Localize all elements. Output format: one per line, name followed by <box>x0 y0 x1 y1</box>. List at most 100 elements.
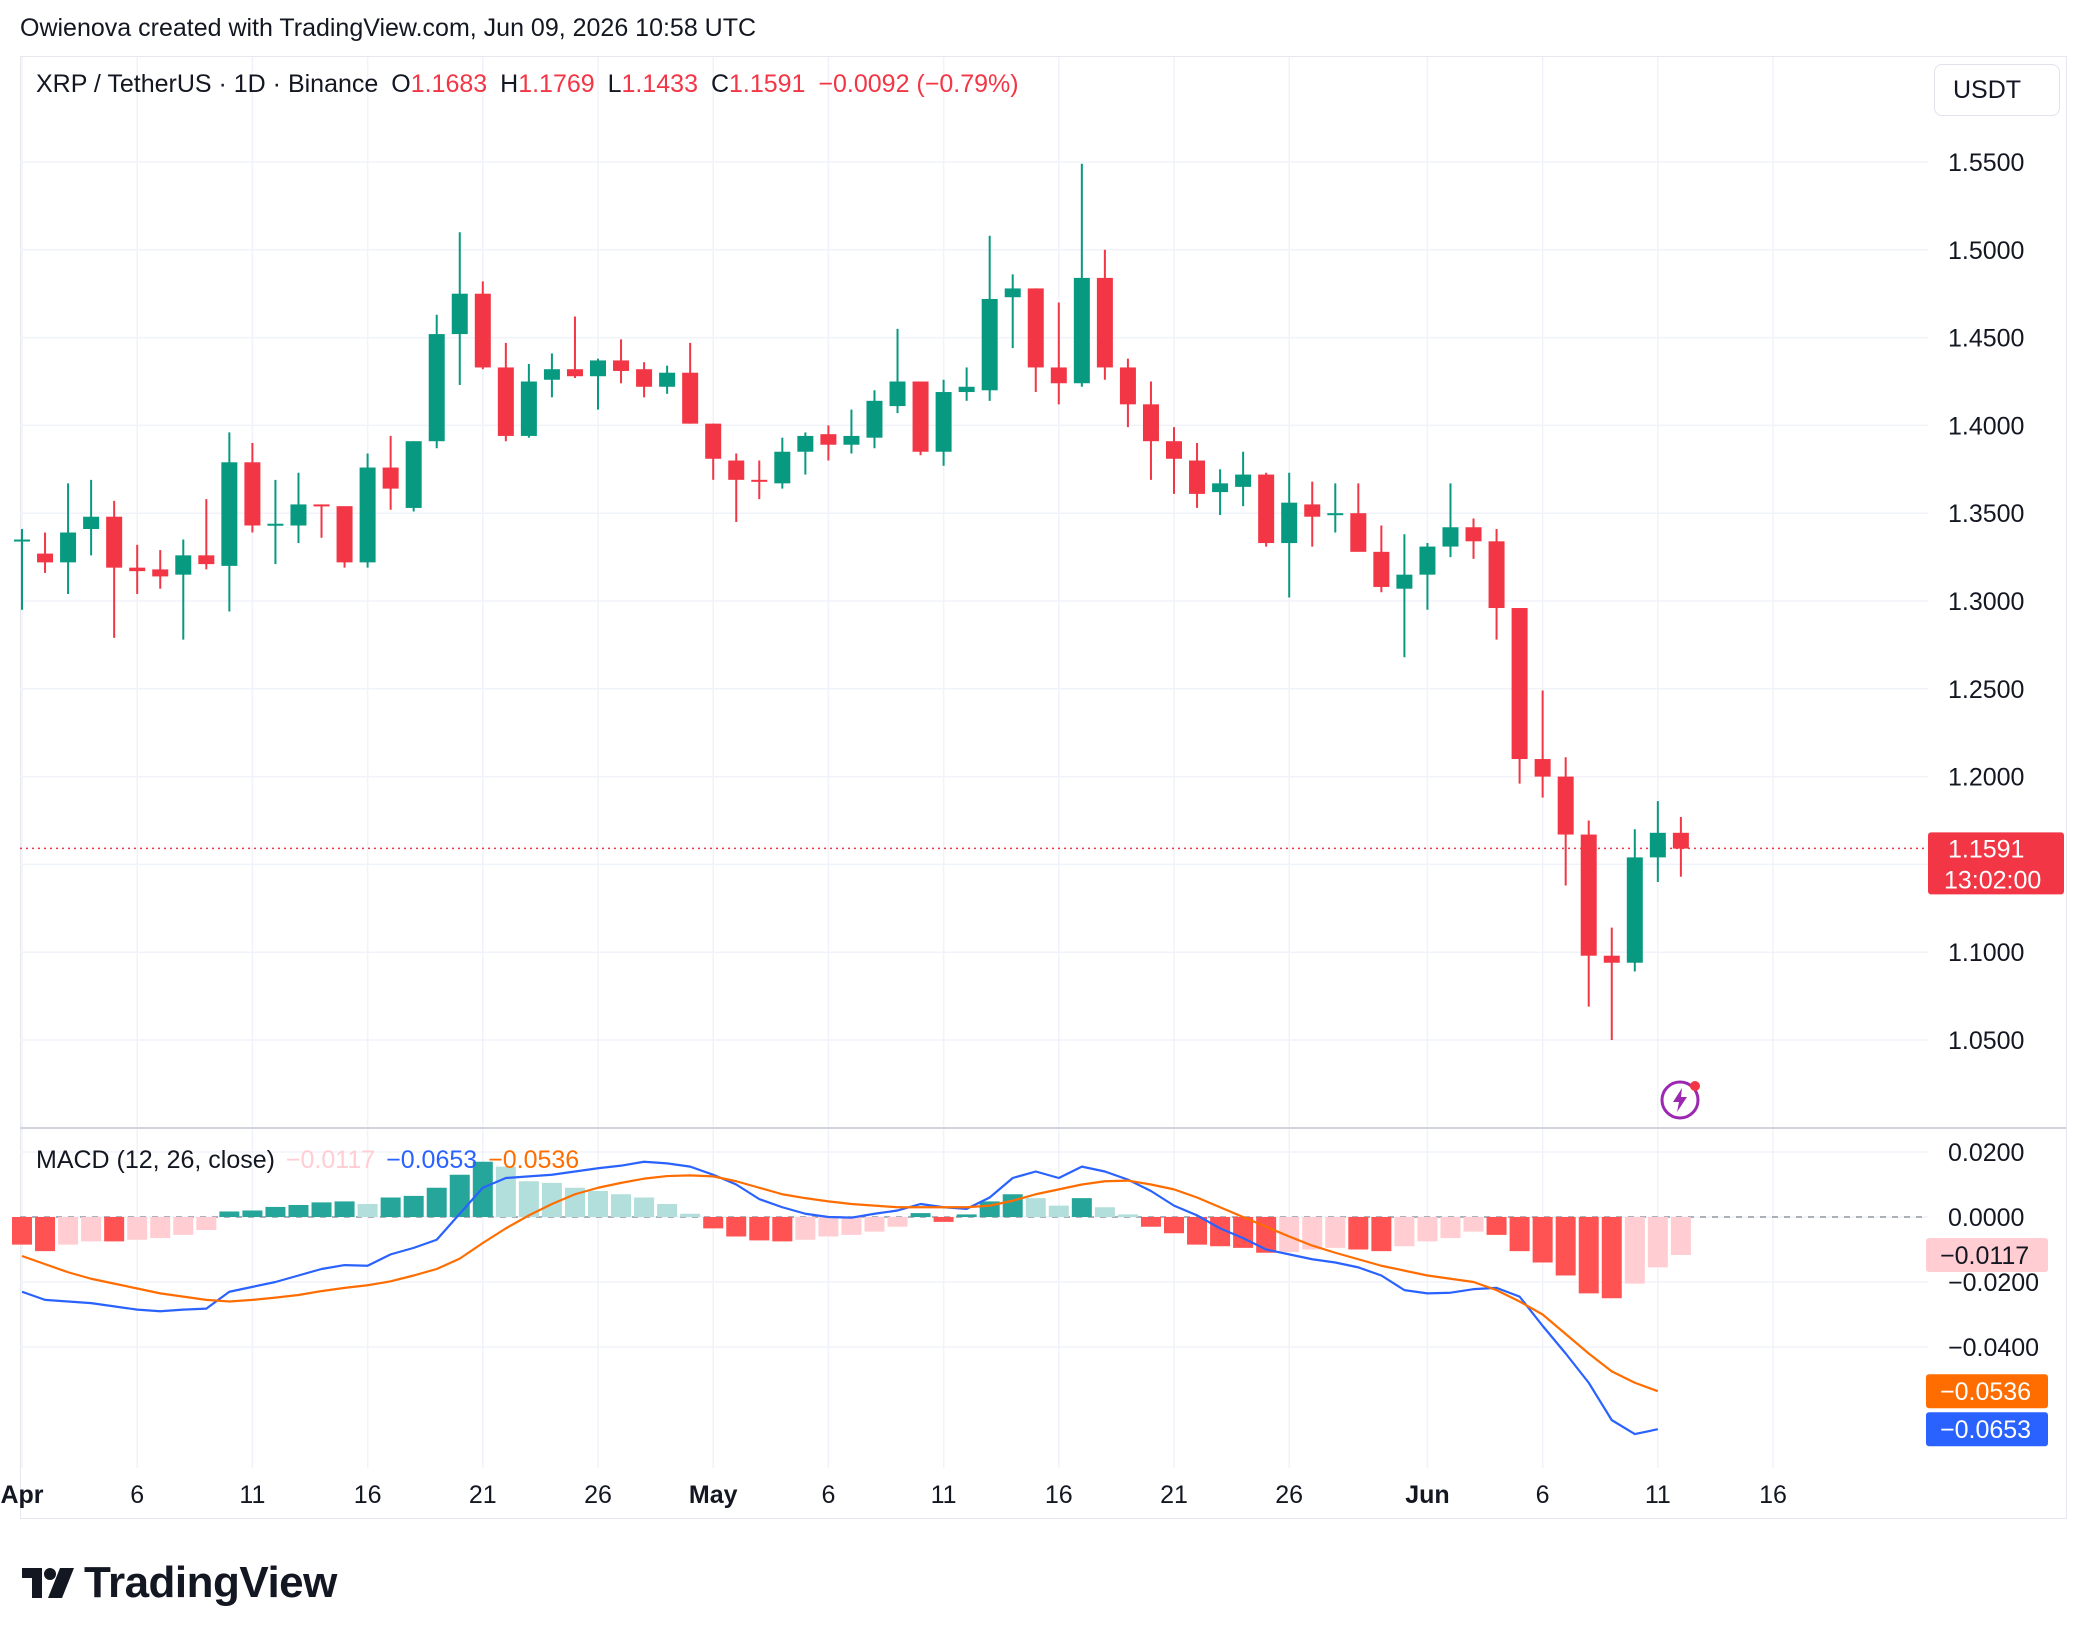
candle-body <box>1419 546 1436 575</box>
currency-button[interactable]: USDT <box>1934 64 2060 116</box>
histogram-bar <box>1256 1217 1277 1253</box>
macd-label[interactable]: MACD (12, 26, close) <box>36 1146 275 1174</box>
chart-frame <box>20 56 2067 1519</box>
candle-body <box>912 381 929 452</box>
tradingview-brand[interactable]: TradingView <box>22 1558 337 1608</box>
candle <box>83 479 100 556</box>
macd-axis-label-text: −0.0653 <box>1940 1416 2031 1444</box>
candle-body <box>1235 474 1252 487</box>
candle-body <box>566 369 583 377</box>
histogram-bar <box>1417 1217 1438 1242</box>
histogram-bar <box>726 1217 747 1237</box>
x-tick-label: 11 <box>1645 1481 1671 1509</box>
candle <box>175 539 192 640</box>
x-tick-label: 26 <box>584 1481 612 1509</box>
candle <box>682 342 699 424</box>
histogram-bar <box>1164 1217 1184 1234</box>
histogram-bar <box>334 1201 355 1217</box>
candle-body <box>1580 834 1597 956</box>
candle-body <box>543 369 560 380</box>
candle <box>382 435 399 510</box>
candle <box>198 499 215 570</box>
candle <box>1534 690 1551 798</box>
candle <box>1626 829 1643 972</box>
histogram-bar <box>1394 1217 1415 1247</box>
candle-body <box>1488 541 1505 609</box>
symbol-legend[interactable]: XRP / TetherUS · 1D · Binance O1.1683 H1… <box>36 70 1025 99</box>
candle <box>1603 927 1620 1040</box>
candle-body <box>1396 574 1413 589</box>
histogram-bar <box>541 1182 562 1217</box>
price-tick-label: 1.3000 <box>1948 588 2024 616</box>
candle <box>1557 757 1574 886</box>
macd-tick-label: −0.0400 <box>1948 1334 2039 1362</box>
histogram-bar <box>81 1217 102 1242</box>
macd-histogram <box>12 1161 1691 1299</box>
candle <box>520 363 537 438</box>
candle <box>1442 483 1459 558</box>
candle <box>474 281 491 370</box>
candle-body <box>866 400 883 438</box>
x-tick-label: May <box>689 1481 738 1509</box>
candle-body <box>1511 608 1528 760</box>
histogram-bar <box>1670 1217 1691 1256</box>
last-price-label: 1.1591 13:02:00 <box>1928 832 2064 895</box>
price-tick-label: 1.5000 <box>1948 237 2024 265</box>
histogram-bar <box>104 1217 125 1242</box>
countdown-text: 13:02:00 <box>1944 866 2041 894</box>
histogram-bar <box>956 1214 977 1217</box>
ohlc-high: H1.1769 <box>500 70 595 98</box>
signal-axis-label: −0.0536 <box>1926 1374 2048 1409</box>
histogram-bar <box>1647 1217 1668 1268</box>
candle-body <box>106 516 123 568</box>
price-change: −0.0092 (−0.79%) <box>818 70 1019 98</box>
candle-body <box>175 555 192 575</box>
histogram-bar <box>772 1217 793 1242</box>
candle-body <box>1258 474 1275 544</box>
price-tick-label: 1.3500 <box>1948 500 2024 528</box>
candle-body <box>728 460 745 480</box>
candle <box>751 460 768 500</box>
histogram-bar <box>680 1213 701 1217</box>
candle-body <box>336 506 353 563</box>
histogram-bar <box>288 1204 309 1217</box>
candle-body <box>359 467 376 563</box>
histogram-bar <box>1233 1217 1254 1248</box>
candle <box>636 362 653 398</box>
histogram-bar <box>818 1217 839 1237</box>
candle <box>935 379 952 466</box>
candle <box>359 453 376 568</box>
candle <box>106 500 123 638</box>
candle-body <box>1304 504 1321 517</box>
macd-lines <box>21 1160 1659 1436</box>
candle <box>1304 481 1321 547</box>
candle <box>912 381 929 456</box>
x-tick-label: 11 <box>239 1481 265 1509</box>
candle-body <box>382 467 399 489</box>
lightning-icon[interactable] <box>1658 1078 1702 1122</box>
candle <box>774 437 791 489</box>
histogram-bar <box>1279 1217 1300 1253</box>
candle-body <box>221 462 238 566</box>
histogram-bar <box>127 1217 148 1240</box>
candle-body <box>1327 513 1344 516</box>
candle-body <box>1534 759 1551 777</box>
histogram-bar <box>1578 1217 1599 1294</box>
candle <box>1004 274 1021 349</box>
x-tick-label: 21 <box>469 1481 497 1509</box>
candle-body <box>1142 404 1159 442</box>
symbol-name[interactable]: XRP / TetherUS · 1D · Binance <box>36 70 379 98</box>
candle-body <box>428 334 445 442</box>
macd-legend[interactable]: MACD (12, 26, close) −0.0117 −0.0653 −0.… <box>36 1146 583 1175</box>
candle-body <box>267 523 284 526</box>
candle <box>1419 543 1436 610</box>
candle <box>1235 451 1252 507</box>
histogram-bar <box>1348 1217 1369 1250</box>
x-tick-label: 6 <box>130 1481 144 1509</box>
signal-axis-label-box <box>1926 1374 2048 1409</box>
x-tick-label: 16 <box>1759 1481 1787 1509</box>
histogram-bar <box>403 1195 424 1217</box>
candle-body <box>636 369 653 387</box>
histogram-bar <box>1486 1217 1507 1235</box>
